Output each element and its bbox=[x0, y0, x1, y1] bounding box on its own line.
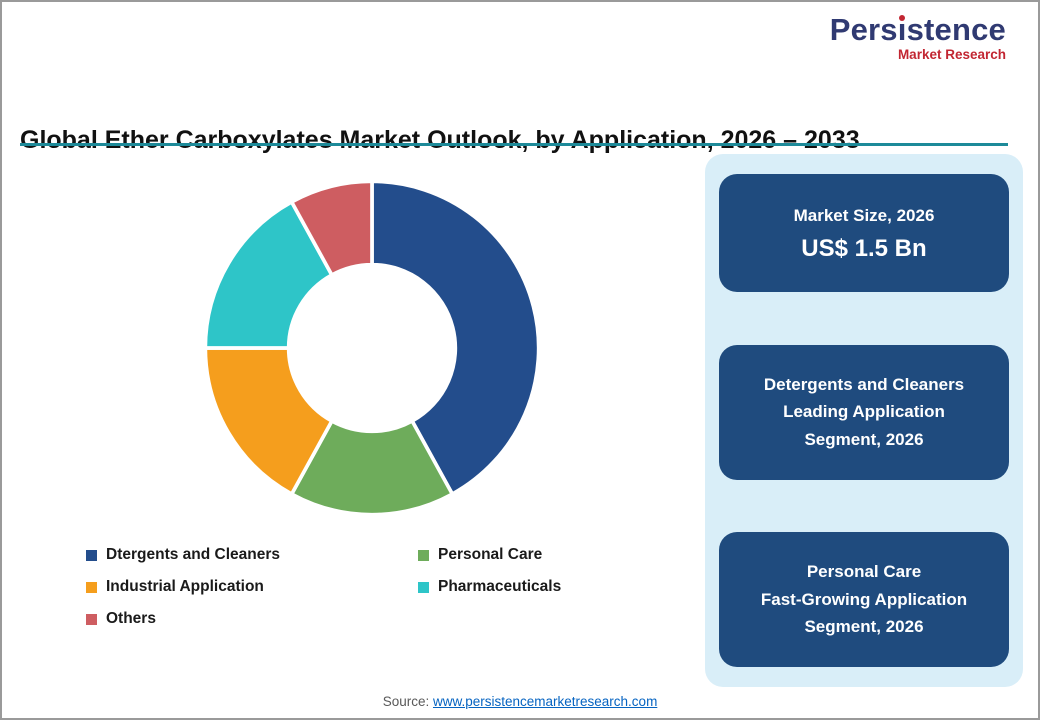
donut-slice bbox=[203, 346, 334, 496]
legend-swatch bbox=[86, 581, 97, 593]
donut-slice bbox=[289, 179, 374, 277]
stat-line: Fast-Growing Application bbox=[760, 589, 968, 609]
stat-title: Market Size, 2026 bbox=[793, 205, 935, 225]
page-title: Global Ether Carboxylates Market Outlook… bbox=[20, 125, 860, 154]
donut-slice bbox=[203, 200, 334, 350]
legend-label: Others bbox=[106, 610, 156, 627]
legend-swatch bbox=[86, 549, 97, 561]
logo-i-dot: ı bbox=[897, 12, 907, 47]
legend-swatch bbox=[418, 581, 429, 593]
legend-label: Pharmaceuticals bbox=[438, 578, 562, 595]
stat-box-leading-segment: Detergents and Cleaners Leading Applicat… bbox=[719, 344, 1009, 480]
legend-item: Personal Care bbox=[418, 546, 646, 564]
legend: Dtergents and Cleaners Personal Care Indus… bbox=[86, 546, 646, 628]
stat-value: US$ 1.5 Bn bbox=[801, 235, 927, 263]
brand-tagline: Market Research bbox=[897, 47, 1006, 62]
brand-logo: Persıstence Market Research bbox=[830, 14, 1006, 62]
legend-label: Dtergents and Cleaners bbox=[106, 546, 280, 563]
source-label: Source: bbox=[382, 694, 430, 709]
stat-line: Personal Care bbox=[806, 562, 922, 582]
brand-name: Persıstence bbox=[829, 12, 1006, 47]
legend-swatch bbox=[86, 613, 97, 625]
title-underline bbox=[20, 143, 1008, 146]
legend-item: Industrial Application bbox=[86, 578, 418, 596]
legend-label: Personal Care bbox=[438, 546, 543, 563]
donut-chart bbox=[203, 179, 541, 517]
stat-box-market-size: Market Size, 2026 US$ 1.5 Bn bbox=[719, 174, 1009, 292]
stat-line: Detergents and Cleaners bbox=[763, 374, 965, 394]
stat-line: Leading Application bbox=[783, 402, 945, 422]
legend-label: Industrial Application bbox=[106, 578, 264, 595]
legend-swatch bbox=[418, 549, 429, 561]
legend-item: Dtergents and Cleaners bbox=[86, 546, 418, 564]
highlights-panel: Market Size, 2026 US$ 1.5 Bn Detergents … bbox=[705, 154, 1023, 687]
source-footer: Source: www.persistencemarketresearch.co… bbox=[2, 694, 1038, 709]
legend-item: Pharmaceuticals bbox=[418, 578, 646, 596]
donut-slice bbox=[370, 179, 541, 496]
legend-item: Others bbox=[86, 610, 418, 628]
source-link[interactable]: www.persistencemarketresearch.com bbox=[432, 694, 658, 709]
stat-line: Segment, 2026 bbox=[804, 429, 924, 449]
stat-box-fast-growing-segment: Personal Care Fast-Growing Application S… bbox=[719, 532, 1009, 667]
stat-line: Segment, 2026 bbox=[804, 617, 924, 637]
